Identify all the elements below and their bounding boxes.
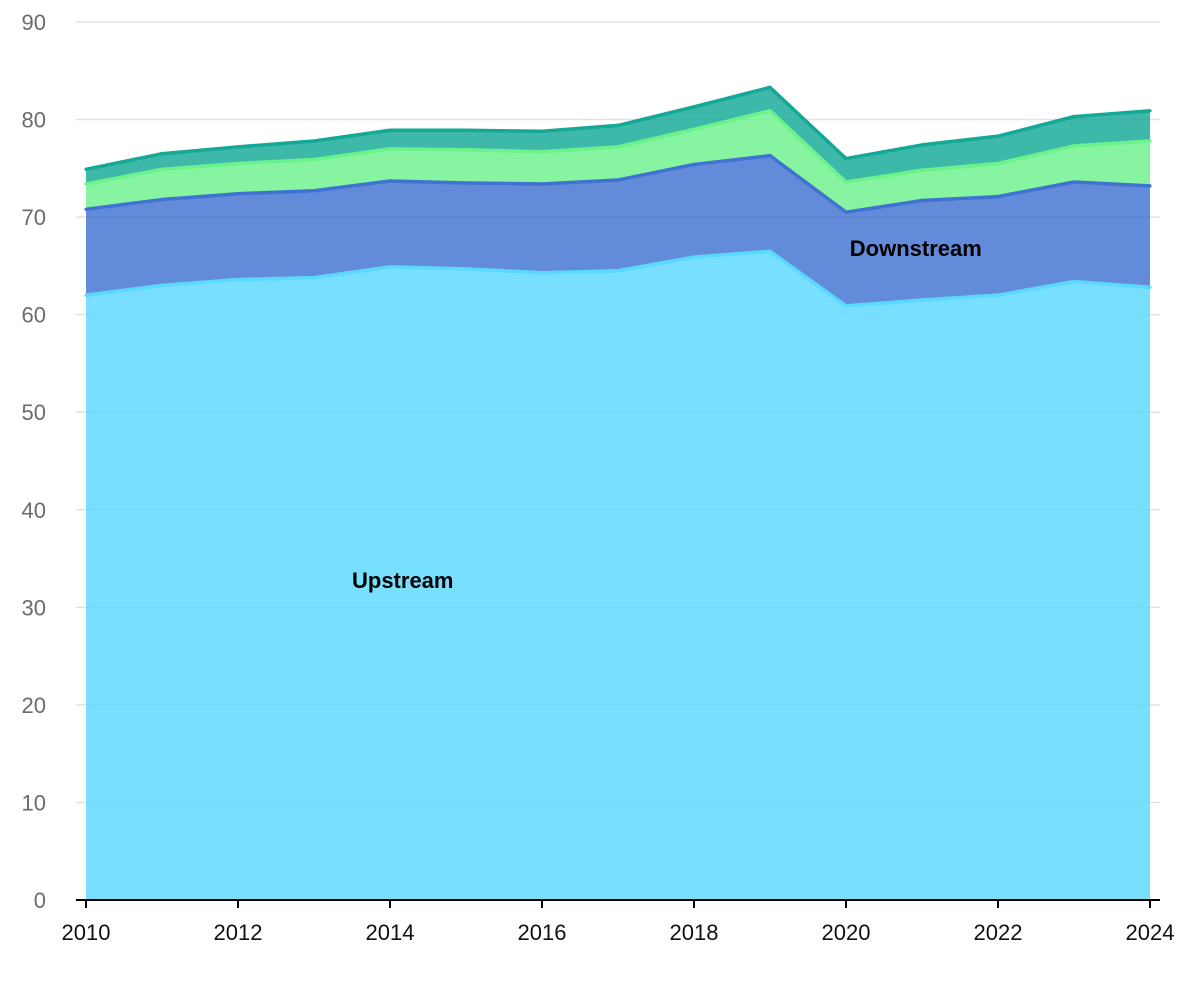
y-tick-label: 10 — [22, 790, 46, 815]
data-point — [236, 277, 240, 282]
data-point — [388, 265, 392, 269]
data-point — [844, 156, 848, 161]
series-labels: Upstream Downstream — [352, 236, 982, 593]
data-point — [236, 192, 240, 196]
data-point — [160, 197, 164, 202]
x-tick-label: 2022 — [974, 920, 1023, 945]
y-tick-label: 20 — [22, 693, 46, 718]
series-label-upstream: Upstream — [352, 568, 453, 593]
data-point — [388, 128, 392, 132]
data-point — [996, 293, 1000, 297]
data-point — [160, 152, 164, 156]
data-point — [1148, 285, 1152, 289]
data-point — [540, 271, 544, 275]
data-point — [920, 143, 924, 147]
data-point — [464, 267, 468, 271]
data-point — [692, 127, 696, 131]
series-area-upstream — [86, 251, 1150, 900]
y-tick-label: 60 — [22, 303, 46, 328]
series-area-series-3 — [86, 110, 1150, 213]
x-tick-label: 2020 — [822, 920, 871, 945]
data-point — [464, 181, 468, 185]
data-point — [1072, 180, 1076, 184]
data-point — [236, 145, 240, 149]
data-point — [312, 157, 316, 162]
data-point — [1148, 184, 1152, 188]
data-point — [692, 105, 696, 109]
data-point — [1072, 279, 1076, 284]
data-point — [844, 180, 848, 184]
data-point — [312, 139, 316, 143]
series-lines — [84, 85, 1152, 308]
x-tick-label: 2012 — [214, 920, 263, 945]
data-point — [616, 145, 620, 149]
y-tick-label: 70 — [22, 205, 46, 230]
data-point — [84, 167, 88, 171]
data-point — [692, 255, 696, 259]
axes: 0 10 20 30 40 50 60 70 80 90 2010 2012 2014 2016 2018 2… — [22, 10, 1175, 945]
data-point — [84, 182, 88, 186]
data-point — [996, 195, 1000, 199]
data-point — [768, 154, 772, 158]
x-tick-label: 2014 — [366, 920, 415, 945]
series-areas — [86, 87, 1150, 900]
data-point — [540, 182, 544, 186]
data-point — [464, 148, 468, 152]
y-tick-label: 50 — [22, 400, 46, 425]
y-tick-label: 40 — [22, 498, 46, 523]
data-point — [84, 207, 88, 211]
data-point — [768, 249, 772, 253]
data-point — [160, 283, 164, 287]
x-tick-label: 2010 — [62, 920, 111, 945]
series-area-downstream — [86, 155, 1150, 306]
data-point — [616, 123, 620, 128]
x-tick-label: 2024 — [1126, 920, 1175, 945]
data-point — [844, 304, 848, 308]
data-point — [996, 134, 1000, 138]
data-point — [920, 298, 924, 302]
data-point — [1072, 144, 1076, 148]
data-point — [768, 109, 772, 113]
data-point — [996, 161, 1000, 166]
data-point — [920, 168, 924, 172]
x-tick-label: 2016 — [518, 920, 567, 945]
data-point — [464, 128, 468, 132]
y-tick-label: 0 — [34, 888, 46, 913]
data-point — [540, 150, 544, 154]
data-point — [920, 198, 924, 203]
data-point — [388, 147, 392, 151]
x-tick-label: 2018 — [670, 920, 719, 945]
data-point — [540, 129, 544, 133]
data-point — [692, 162, 696, 167]
y-tick-label: 30 — [22, 595, 46, 620]
data-point — [236, 161, 240, 166]
data-point — [1072, 115, 1076, 119]
data-point — [312, 189, 316, 193]
data-point — [160, 167, 164, 171]
data-point — [312, 276, 316, 280]
data-point — [616, 269, 620, 273]
data-point — [616, 178, 620, 182]
y-tick-label: 90 — [22, 10, 46, 35]
series-label-downstream: Downstream — [850, 236, 982, 261]
series-area-series-4 — [86, 87, 1150, 184]
data-point — [1148, 139, 1152, 143]
data-point — [844, 210, 848, 214]
y-tick-label: 80 — [22, 108, 46, 133]
data-point — [84, 293, 88, 297]
data-point — [768, 85, 772, 89]
data-point — [388, 179, 392, 183]
data-point — [1148, 109, 1152, 113]
